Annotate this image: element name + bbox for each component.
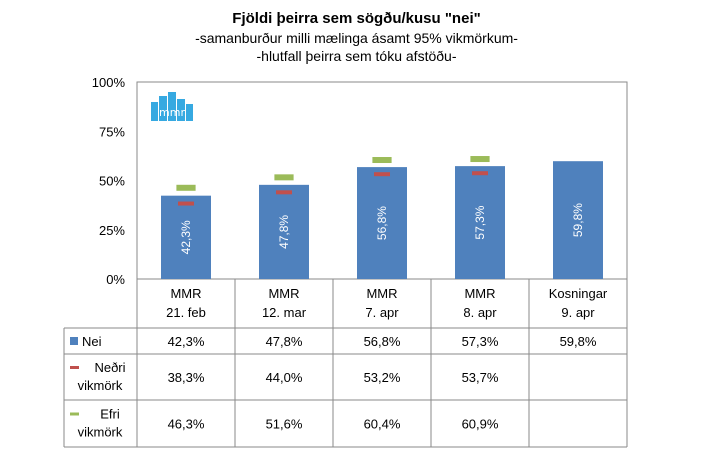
mmr-logo-block (151, 102, 158, 121)
table-cell-value: 53,7% (462, 370, 499, 385)
mmr-logo-text: mmr (159, 106, 185, 119)
table-cell-value: 57,3% (462, 334, 499, 349)
table-cell-value: 46,3% (168, 417, 205, 432)
bar-value-label: 57,3% (473, 205, 487, 239)
bar (455, 166, 505, 279)
bar (259, 184, 309, 279)
lower-bound-marker (374, 172, 390, 177)
legend-key-lower-bound (70, 366, 79, 369)
legend-key-nei (70, 337, 78, 345)
category-label-line-1: Kosningar (549, 286, 608, 301)
row-label-line-1: Neðri (94, 360, 125, 375)
legend-key-upper-bound (70, 412, 79, 416)
row-label-line-2: vikmörk (78, 378, 123, 393)
mmr-logo-block (186, 104, 193, 121)
mmr-logo-block (177, 99, 185, 121)
table-cell-value: 56,8% (364, 334, 401, 349)
table-cell-value: 47,8% (266, 334, 303, 349)
category-label-line-2: 9. apr (561, 305, 595, 320)
y-tick-label: 0% (106, 272, 125, 287)
bar (553, 161, 603, 279)
category-label-line-2: 21. feb (166, 305, 206, 320)
table-cell-value: 42,3% (168, 334, 205, 349)
upper-bound-marker (470, 156, 490, 163)
table-cell-value: 53,2% (364, 370, 401, 385)
upper-bound-marker (274, 174, 294, 181)
category-label-line-1: MMR (366, 286, 397, 301)
upper-bound-marker (372, 157, 392, 164)
bar-value-label: 56,8% (375, 206, 389, 240)
category-label-line-2: 8. apr (463, 305, 497, 320)
y-tick-label: 50% (99, 174, 125, 189)
bar-value-label: 59,8% (571, 203, 585, 237)
category-label-line-1: MMR (464, 286, 495, 301)
chart-subtitle-1: -samanburður milli mælinga ásamt 95% vik… (195, 30, 518, 46)
chart-title: Fjöldi þeirra sem sögðu/kusu "nei" (232, 10, 481, 27)
row-label: Nei (82, 334, 102, 349)
mmr-logo-block (159, 96, 167, 121)
bar-value-label: 42,3% (179, 220, 193, 254)
bar-value-label: 47,8% (277, 215, 291, 249)
table-cell-value: 44,0% (266, 370, 303, 385)
row-label-line-2: vikmörk (78, 425, 123, 440)
y-tick-label: 100% (92, 75, 126, 90)
category-label-line-2: 12. mar (262, 305, 307, 320)
category-label-line-1: MMR (268, 286, 299, 301)
lower-bound-marker (472, 171, 488, 176)
table-cell-value: 38,3% (168, 370, 205, 385)
table-cell-value: 60,9% (462, 417, 499, 432)
table-cell-value: 51,6% (266, 417, 303, 432)
mmr-logo-block (168, 92, 176, 121)
y-tick-label: 25% (99, 223, 125, 238)
bar (357, 167, 407, 279)
category-label-line-2: 7. apr (365, 305, 399, 320)
category-label-line-1: MMR (170, 286, 201, 301)
bar (161, 195, 211, 279)
lower-bound-marker (178, 201, 194, 206)
upper-bound-marker (176, 184, 196, 191)
table-cell-value: 60,4% (364, 417, 401, 432)
lower-bound-marker (276, 190, 292, 195)
y-tick-label: 75% (99, 124, 125, 139)
row-label-line-1: Efri (100, 407, 120, 422)
mmr-logo: mmr (151, 92, 193, 121)
chart-subtitle-2: -hlutfall þeirra sem tóku afstöðu- (256, 48, 457, 64)
table-cell-value: 59,8% (560, 334, 597, 349)
